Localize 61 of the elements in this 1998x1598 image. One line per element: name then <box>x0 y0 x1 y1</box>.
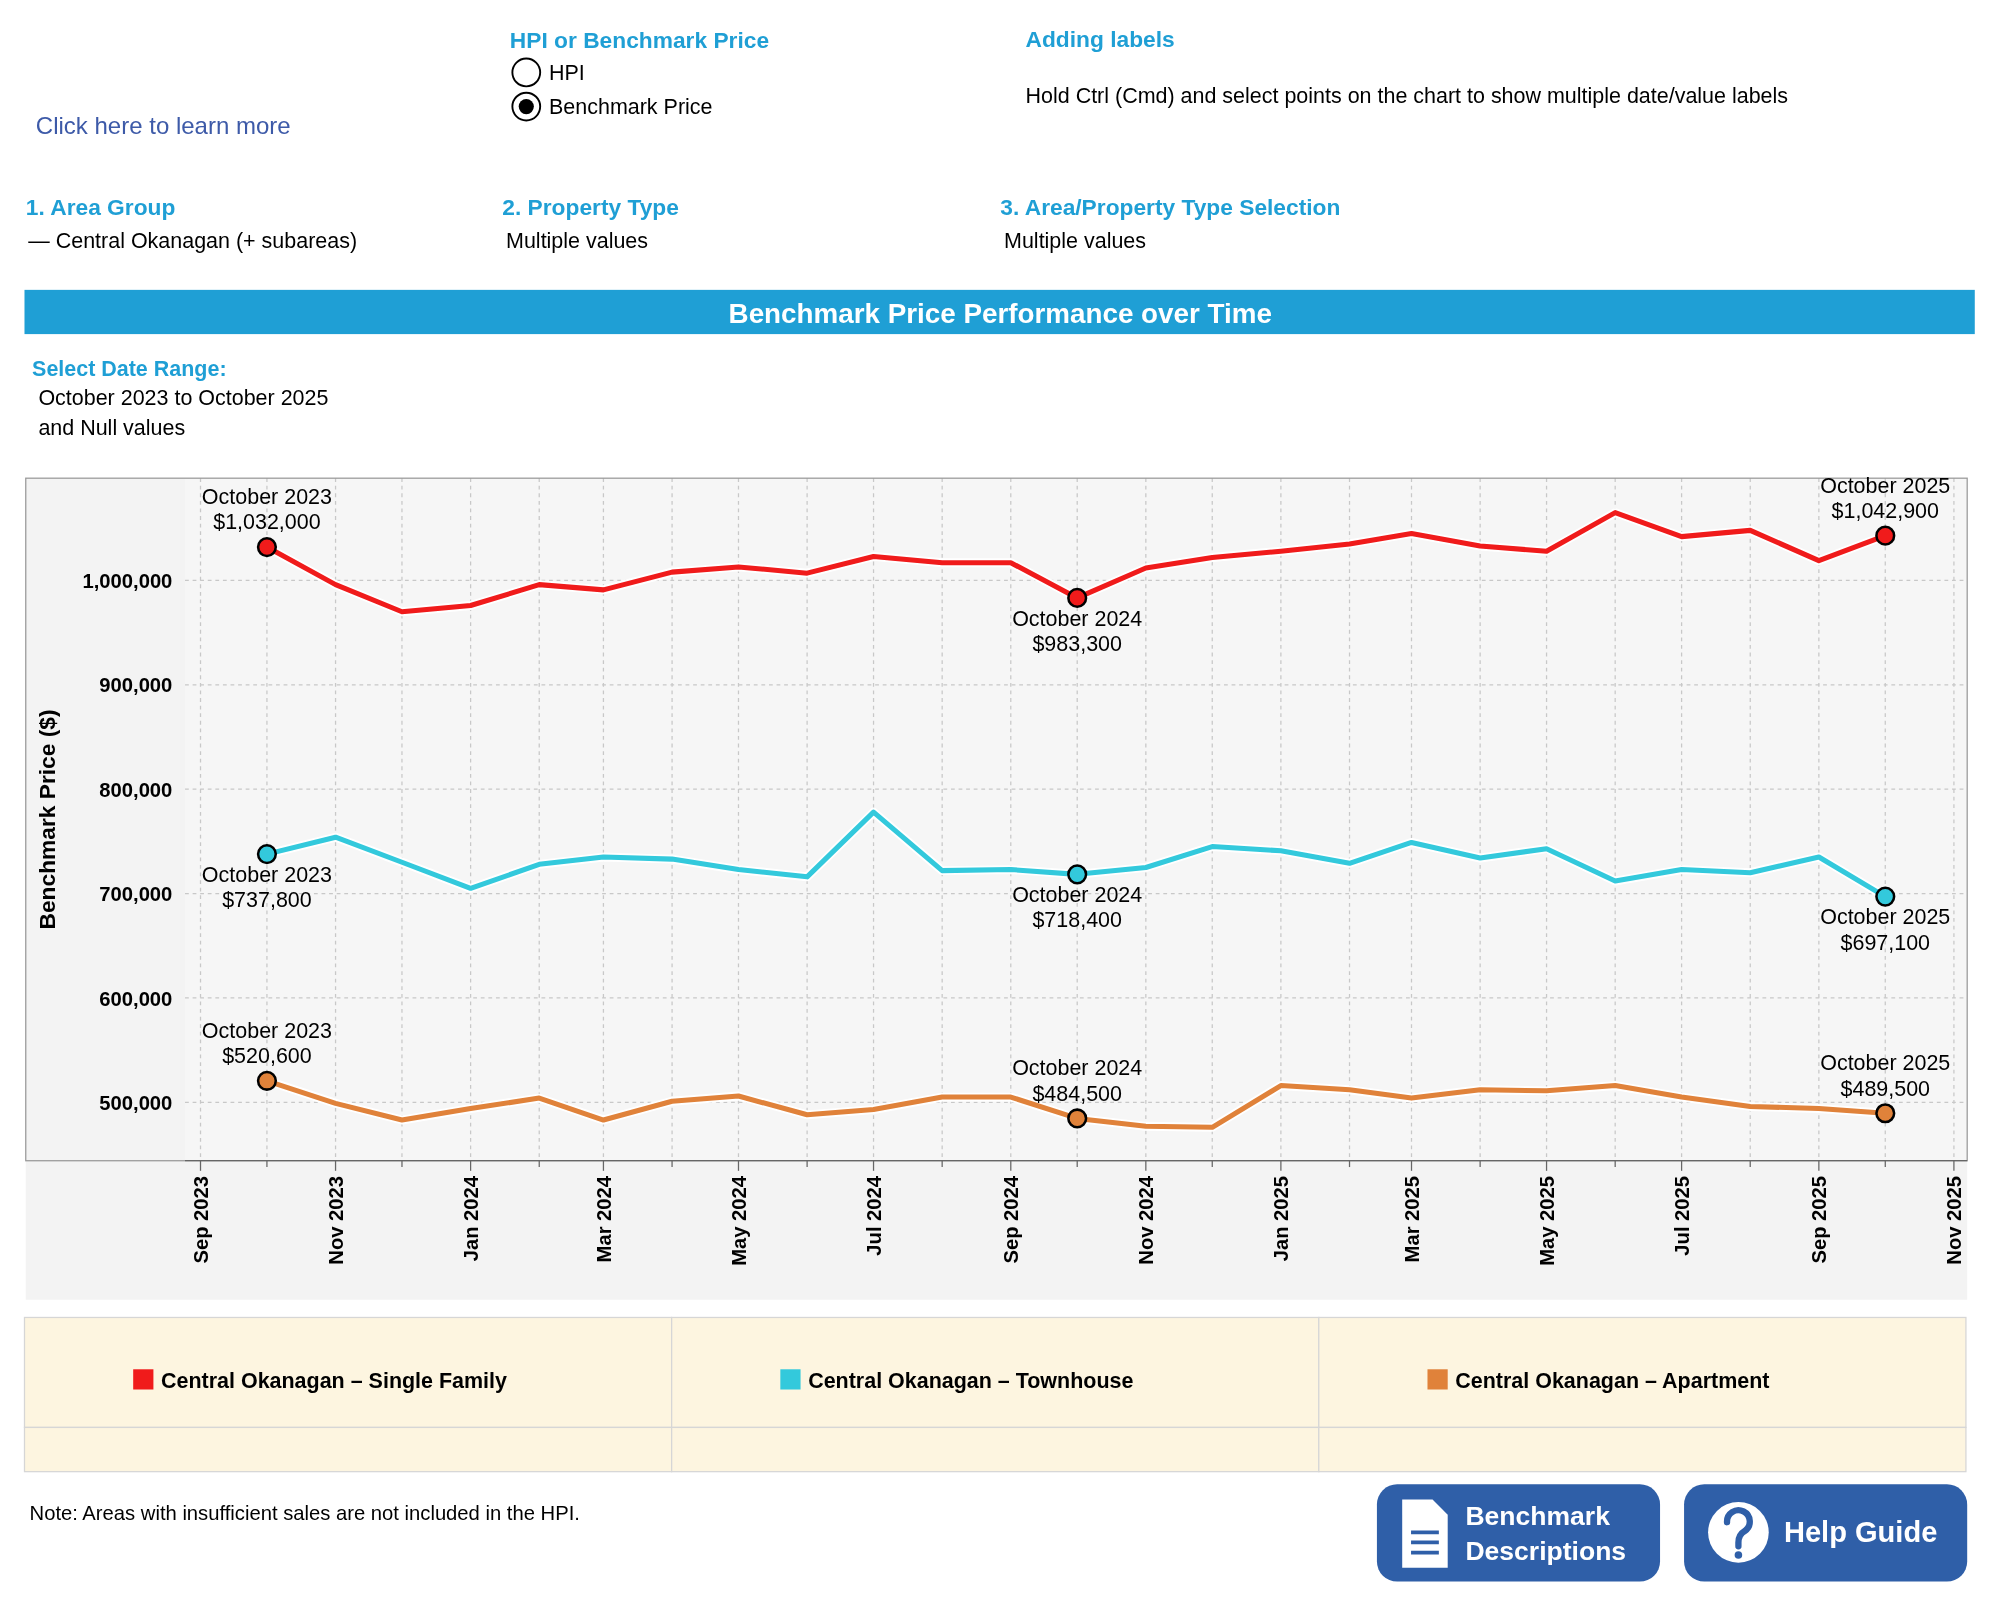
text: HPI or Benchmark Price <box>509 27 770 54</box>
text: Select Date Range: <box>32 356 227 381</box>
data-label: October 2023 $737,800 <box>201 862 332 913</box>
y-tick-label: 700,000 <box>99 883 173 906</box>
text: Multiple values <box>1004 229 1147 254</box>
y-tick-label: 800,000 <box>99 778 173 801</box>
point <box>256 1070 278 1091</box>
text: 2. Property Type <box>502 194 679 221</box>
y-tick-label: 500,000 <box>99 1091 173 1114</box>
legend-label: Central Okanagan – Single Family <box>161 1369 508 1394</box>
text: HPI <box>549 61 585 86</box>
data-label: October 2025 $697,100 <box>1820 905 1951 955</box>
text: and Null values <box>38 416 186 441</box>
text: 3. Area/Property Type Selection <box>1000 194 1341 221</box>
point <box>256 536 278 558</box>
text: Click here to learn more <box>35 112 291 140</box>
y-tick-label: 600,000 <box>99 987 173 1010</box>
text: Help Guide <box>1783 1516 1938 1549</box>
x-tick-label: Mar 2025 <box>1401 1175 1424 1263</box>
x-tick-label: Nov 2025 <box>1943 1175 1966 1265</box>
y-axis-title: Benchmark Price ($) <box>33 709 60 930</box>
legend-label: Central Okanagan – Apartment <box>1455 1369 1770 1394</box>
chart-title: Benchmark Price Performance over Time <box>728 297 1272 329</box>
point <box>256 843 278 865</box>
x-tick-label: Sep 2023 <box>190 1175 213 1264</box>
point <box>1067 864 1088 885</box>
data-label: October 2023 $1,032,000 <box>201 485 332 535</box>
text: Note: Areas with insufficient sales are not included in the HPI. <box>29 1501 580 1524</box>
point <box>1067 1108 1088 1129</box>
point <box>1875 525 1896 546</box>
y-tick-label: 900,000 <box>99 674 173 697</box>
text: Adding labels <box>1025 26 1175 53</box>
x-tick-label: Sep 2025 <box>1808 1175 1831 1264</box>
x-tick-label: Jul 2025 <box>1671 1175 1694 1256</box>
text: Multiple values <box>506 229 649 254</box>
text: Hold Ctrl (Cmd) and select points on the chart to show multiple date/value labels <box>1025 83 1789 108</box>
data-label: October 2023 $520,600 <box>201 1018 332 1069</box>
data-label: October 2024 $983,300 <box>1012 606 1143 656</box>
text: October 2023 to October 2025 <box>38 385 329 410</box>
x-tick-label: May 2025 <box>1536 1175 1559 1266</box>
x-tick-label: Jan 2025 <box>1270 1175 1293 1262</box>
text: — Central Okanagan (+ subareas) <box>28 229 358 254</box>
y-tick-label: 1,000,000 <box>82 570 173 593</box>
x-tick-label: Jan 2024 <box>460 1175 483 1262</box>
text: Benchmark Descriptions <box>1465 1500 1627 1567</box>
data-label: October 2025 $1,042,900 <box>1820 473 1951 523</box>
data-label: October 2025 $489,500 <box>1820 1051 1951 1101</box>
legend-label: Central Okanagan – Townhouse <box>808 1369 1134 1394</box>
x-tick-label: Mar 2024 <box>593 1175 616 1263</box>
data-label: October 2024 $718,400 <box>1012 883 1143 933</box>
x-tick-label: Nov 2023 <box>325 1175 348 1265</box>
x-tick-label: Nov 2024 <box>1135 1175 1158 1265</box>
point <box>1067 587 1088 609</box>
text: Benchmark Price <box>549 95 713 120</box>
x-tick-label: Sep 2024 <box>1000 1175 1023 1264</box>
data-label: October 2024 $484,500 <box>1012 1056 1143 1106</box>
x-tick-label: May 2024 <box>728 1175 751 1266</box>
point <box>1875 1103 1896 1124</box>
point <box>1875 886 1896 907</box>
x-tick-label: Jul 2024 <box>863 1175 886 1256</box>
text: 1. Area Group <box>25 194 176 221</box>
